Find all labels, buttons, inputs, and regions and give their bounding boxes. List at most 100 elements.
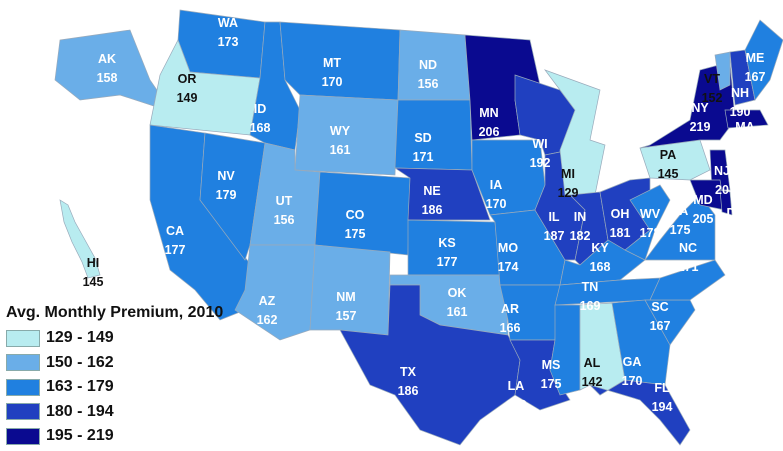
state-abbr-label: NE [423, 184, 440, 198]
state-abbr-label: IA [490, 178, 503, 192]
legend-label: 129 - 149 [46, 329, 114, 347]
state-value-label: 190 [730, 105, 751, 119]
state-abbr-label: WY [330, 124, 351, 138]
state-value-label: 179 [216, 188, 237, 202]
state-wv [624, 184, 671, 261]
state-value-label: 182 [506, 398, 527, 412]
state-abbr-label: MN [479, 106, 498, 120]
state-value-label: 156 [274, 213, 295, 227]
state-ga [611, 299, 671, 386]
state-value-label: 161 [447, 305, 468, 319]
state-abbr-label: VT [704, 72, 720, 86]
state-abbr-label: FL [654, 381, 670, 395]
state-abbr-label: MI [561, 167, 575, 181]
legend-label: 195 - 219 [46, 427, 114, 445]
state-value-label: 171 [678, 260, 699, 274]
state-abbr-label: TX [400, 365, 417, 379]
state-abbr-label: OK [448, 286, 467, 300]
state-value-label: 219 [690, 120, 711, 134]
state-nv [199, 132, 266, 261]
legend-item: 180 - 194 [6, 400, 223, 425]
state-value-label: 168 [250, 121, 271, 135]
state-value-label: 192 [530, 156, 551, 170]
state-vt [714, 51, 731, 91]
legend-label: 150 - 162 [46, 353, 114, 371]
state-abbr-label: MD [693, 193, 712, 207]
state-value-label: 171 [413, 150, 434, 164]
state-value-label: 181 [610, 226, 631, 240]
state-tx [339, 284, 521, 446]
legend-label: 180 - 194 [46, 402, 114, 420]
state-value-label: 186 [398, 384, 419, 398]
state-ne [393, 167, 491, 221]
state-value-label: 166 [500, 321, 521, 335]
state-abbr-label: AK [98, 52, 116, 66]
legend-swatch [6, 329, 40, 347]
state-abbr-label: IL [548, 210, 559, 224]
state-abbr-label: SD [414, 131, 431, 145]
state-value-label: 170 [322, 75, 343, 89]
state-value-label: 174 [498, 260, 519, 274]
state-value-label: 186 [422, 203, 443, 217]
state-value-label: 169 [580, 299, 601, 313]
state-value-label: 142 [582, 375, 603, 389]
state-value-label: 206 [479, 125, 500, 139]
state-abbr-label: AZ [259, 294, 276, 308]
state-value-label: 194 [652, 400, 673, 414]
legend-swatch [6, 427, 40, 445]
state-abbr-label: HI [87, 256, 100, 270]
state-me [744, 19, 783, 101]
state-abbr-label: MT [323, 56, 341, 70]
state-value-label: 21 [738, 139, 752, 153]
legend-swatch [6, 354, 40, 372]
state-value-label: 175 [541, 377, 562, 391]
state-value-label: 170 [486, 197, 507, 211]
state-value-label: 177 [165, 243, 186, 257]
state-abbr-label: CO [346, 208, 365, 222]
state-ak [54, 29, 173, 113]
state-abbr-label: OR [178, 72, 197, 86]
state-value-label: 182 [570, 229, 591, 243]
state-value-label: 158 [97, 71, 118, 85]
state-value-label: 175 [345, 227, 366, 241]
state-value-label: 173 [218, 35, 239, 49]
state-abbr-label: TN [582, 280, 599, 294]
state-value-label: 145 [83, 275, 104, 289]
state-abbr-label: AR [501, 302, 519, 316]
state-d [719, 189, 733, 216]
state-abbr-label: CA [166, 224, 184, 238]
state-value-label: 145 [658, 167, 679, 181]
state-abbr-label: ME [746, 51, 765, 65]
state-abbr-label: PA [660, 148, 676, 162]
state-abbr-label: GA [623, 355, 642, 369]
state-abbr-label: SC [651, 300, 668, 314]
state-abbr-label: MO [498, 241, 518, 255]
state-abbr-label: NY [691, 101, 709, 115]
state-value-label: 205 [693, 212, 714, 226]
state-value-label: 157 [336, 309, 357, 323]
state-abbr-label: WI [532, 137, 547, 151]
state-abbr-label: IN [574, 210, 587, 224]
state-abbr-label: NV [217, 169, 235, 183]
state-abbr-label: ID [254, 102, 267, 116]
state-abbr-label: OH [611, 207, 630, 221]
legend-swatch [6, 403, 40, 421]
state-value-label: 156 [418, 77, 439, 91]
state-value-label: 162 [257, 313, 278, 327]
state-value-label: 149 [177, 91, 198, 105]
state-value-label: 177 [437, 255, 458, 269]
state-value-label: 167 [745, 70, 766, 84]
state-hi [59, 199, 101, 279]
state-abbr-label: D [726, 206, 735, 220]
legend-item: 129 - 149 [6, 326, 223, 351]
state-abbr-label: WA [218, 16, 238, 30]
state-abbr-label: UT [276, 194, 293, 208]
state-nc [649, 259, 726, 301]
state-value-label: 187 [544, 229, 565, 243]
state-value-label: 161 [330, 143, 351, 157]
state-value-label: 170 [622, 374, 643, 388]
state-wy [294, 94, 399, 176]
state-abbr-label: NH [731, 86, 749, 100]
